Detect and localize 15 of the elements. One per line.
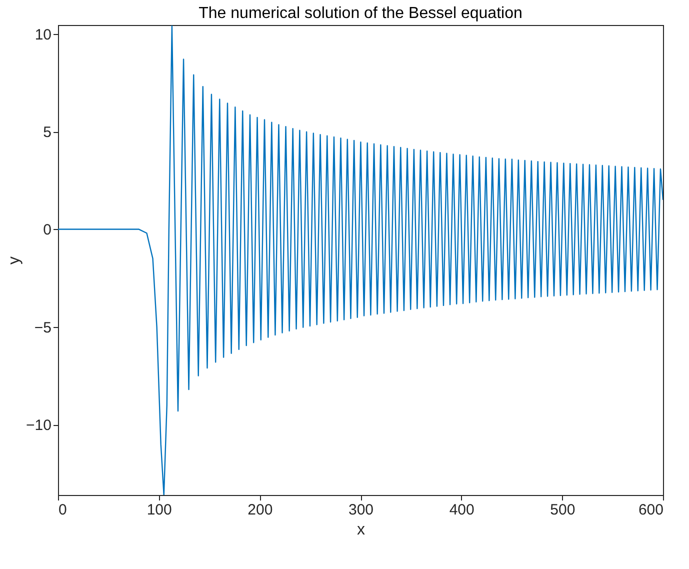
- y-tick-label: 5: [43, 124, 52, 142]
- x-tick-label: 400: [449, 502, 474, 518]
- y-tick-label: −10: [26, 417, 52, 434]
- x-axis-title: x: [357, 522, 365, 538]
- y-tick-label: 0: [43, 222, 52, 239]
- y-axis-title: y: [6, 256, 24, 264]
- x-tick-label: 300: [348, 502, 374, 518]
- x-tick-label: 500: [550, 502, 576, 518]
- y-tick-label: −5: [34, 319, 52, 336]
- x-tick-label: 600: [638, 502, 664, 518]
- x-tick-label: 0: [58, 502, 67, 518]
- y-tick-label: 10: [34, 26, 52, 44]
- x-tick-label: 100: [146, 502, 172, 518]
- chart-title: The numerical solution of the Bessel equation: [198, 5, 522, 22]
- x-tick-label: 200: [248, 502, 273, 518]
